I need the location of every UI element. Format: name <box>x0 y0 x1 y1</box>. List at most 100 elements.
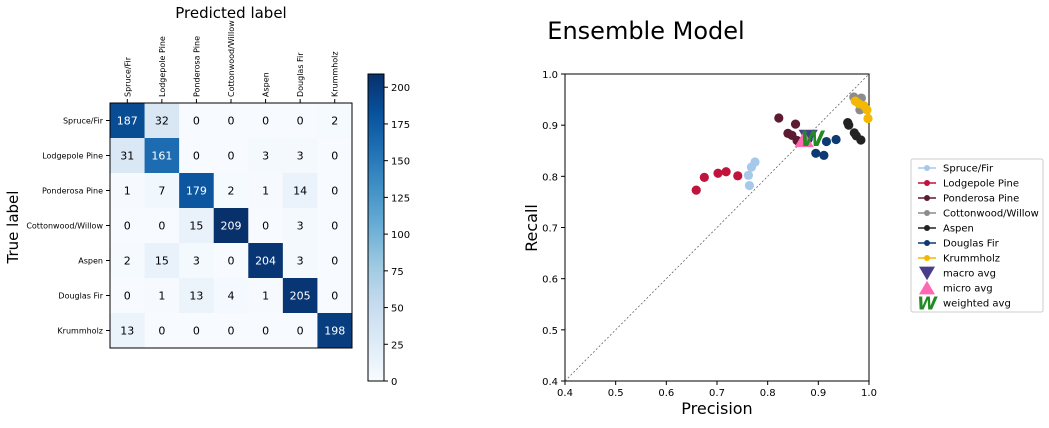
cm-ytick-label: Aspen <box>78 257 103 266</box>
scatter-point <box>691 185 701 195</box>
scatter-xtick-label: 1.0 <box>861 388 877 399</box>
cm-cell <box>282 208 318 244</box>
legend-label: micro avg <box>943 284 993 295</box>
cm-cell-value: 0 <box>228 150 235 163</box>
cm-cell-value: 0 <box>331 185 338 198</box>
cm-ytick-label: Spruce/Fir <box>63 117 104 126</box>
cm-cell <box>110 313 145 349</box>
legend-label: Douglas Fir <box>943 239 1000 250</box>
scatter-title: Ensemble Model <box>547 17 744 45</box>
cm-cell <box>317 313 353 349</box>
cm-cell-value: 0 <box>297 325 304 338</box>
legend-marker <box>919 266 935 281</box>
cm-ytick-label: Lodgepole Pine <box>42 152 103 161</box>
cm-cell-value: 0 <box>331 220 338 233</box>
scatter-plot: Ensemble Model 0.4 0.5 0.6 0.7 0.8 0.9 1.0 0.4 0… <box>522 17 877 418</box>
cm-cell-value: 209 <box>221 220 242 233</box>
cm-cell-value: 198 <box>324 325 345 338</box>
cm-cell <box>179 313 215 349</box>
cm-cell <box>110 278 145 314</box>
cm-cell-value: 0 <box>262 325 269 338</box>
cm-cell-value: 0 <box>193 115 200 128</box>
cm-ytick-label: Ponderosa Pine <box>42 187 103 196</box>
cm-cell <box>248 243 284 279</box>
cm-cell <box>317 103 353 139</box>
cm-cell <box>110 208 145 244</box>
cm-cell <box>144 243 180 279</box>
cm-cell-value: 1 <box>262 185 269 198</box>
legend-label: Lodgepole Pine <box>943 179 1019 190</box>
colorbar-tick-label: 100 <box>391 230 410 241</box>
legend-marker <box>924 255 930 261</box>
scatter-ytick-label: 0.8 <box>542 172 558 183</box>
cm-cell-value: 13 <box>189 290 203 303</box>
scatter-xtick-label: 0.9 <box>810 388 826 399</box>
scatter-point <box>794 130 814 148</box>
scatter-point <box>774 113 784 123</box>
colorbar-tick-label: 175 <box>391 120 410 131</box>
colorbar-tick-label: 200 <box>391 83 410 94</box>
cm-cell <box>213 313 249 349</box>
cm-cell <box>282 278 318 314</box>
scatter-point <box>831 134 841 145</box>
cm-title: Predicted label <box>175 4 286 22</box>
scatter-xtick-label: 0.6 <box>658 388 674 399</box>
cm-xtick-label: Ponderosa Pine <box>192 36 201 97</box>
cm-ytick-label: Cottonwood/Willow <box>26 222 103 231</box>
cm-cell-value: 0 <box>193 325 200 338</box>
cm-cell-value: 2 <box>124 255 131 268</box>
cm-cell-value: 7 <box>158 185 165 198</box>
cm-cell <box>144 208 180 244</box>
legend-label: Aspen <box>943 224 974 235</box>
cm-cell <box>179 208 215 244</box>
cm-cell-value: 3 <box>297 255 304 268</box>
colorbar-tick-label: 0 <box>391 377 397 388</box>
cm-xtick-label: Krummholz <box>331 51 340 97</box>
cm-cell-value: 0 <box>331 290 338 303</box>
legend-label: macro avg <box>943 269 996 280</box>
cm-xtick-label: Douglas Fir <box>296 52 305 97</box>
cm-cell-value: 3 <box>262 150 269 163</box>
scatter-xlabel: Precision <box>681 399 752 418</box>
cm-cell <box>317 278 353 314</box>
scatter-xtick-label: 0.7 <box>709 388 725 399</box>
cm-xtick-label: Cottonwood/Willow <box>227 20 236 97</box>
colorbar-gradient <box>367 73 385 382</box>
cm-cell <box>317 173 353 209</box>
colorbar-tick-label: 125 <box>391 193 410 204</box>
cm-ytick-label: Krummholz <box>57 327 103 336</box>
scatter-ytick-label: 1.0 <box>542 70 558 81</box>
cm-cell-value: 3 <box>297 220 304 233</box>
legend-marker <box>924 195 930 201</box>
cm-cell-value: 13 <box>120 325 134 338</box>
cm-cell <box>317 208 353 244</box>
legend-marker <box>924 180 930 186</box>
cm-cell-value: 0 <box>228 325 235 338</box>
legend-marker: W <box>917 294 938 315</box>
cm-cell-value: 0 <box>158 220 165 233</box>
cm-cell <box>144 173 180 209</box>
cm-cell <box>248 208 284 244</box>
cm-cell <box>179 173 215 209</box>
colorbar-tick-label: 150 <box>391 157 410 168</box>
scatter-point <box>721 167 731 177</box>
cm-cell-value: 2 <box>228 185 235 198</box>
cm-cell <box>248 313 284 349</box>
cm-cell <box>144 103 180 139</box>
confusion-matrix: Predicted label True label 187 32 0 0 0 0 231 1… <box>4 4 353 349</box>
cm-cell <box>110 243 145 279</box>
scatter-ylabel: Recall <box>522 204 541 252</box>
colorbar: 0 25 50 75 100 125 150 175 200 <box>367 73 410 388</box>
scatter-point <box>862 105 872 115</box>
scatter-point <box>819 150 829 160</box>
colorbar-tick-label: 25 <box>391 340 404 351</box>
cm-cell-value: 15 <box>155 255 169 268</box>
cm-cell-value: 179 <box>186 185 207 198</box>
legend: Spruce/Fir Lodgepole Pine Ponderosa Pine Co… <box>910 158 1044 315</box>
cm-cell <box>179 278 215 314</box>
cm-ylabel: True label <box>4 191 22 265</box>
scatter-ytick-label: 0.9 <box>542 121 558 132</box>
legend-marker <box>924 225 930 231</box>
scatter-point <box>733 171 743 181</box>
scatter-point <box>699 172 709 182</box>
